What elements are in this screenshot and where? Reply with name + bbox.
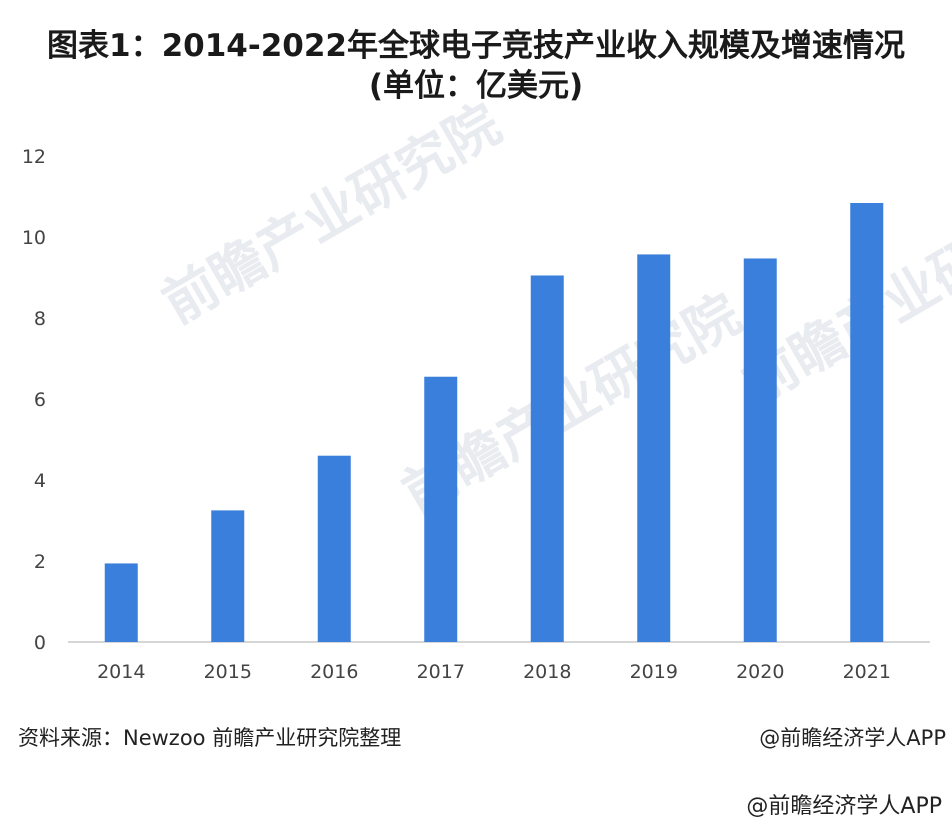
source-note: 资料来源：Newzoo 前瞻产业研究院整理 xyxy=(18,726,402,750)
bar xyxy=(104,563,138,642)
x-tick-label: 2017 xyxy=(417,661,465,683)
chart-unit-subtitle: (单位：亿美元) xyxy=(368,68,584,104)
y-tick-label: 12 xyxy=(22,146,46,168)
x-tick-label: 2021 xyxy=(843,661,891,683)
bar xyxy=(743,258,777,642)
bar xyxy=(530,275,564,642)
bar-chart: 0 2 4 6 8 10 12 2014 2015 2016 2017 2018 2019 2020 202… xyxy=(22,146,930,683)
y-tick-label: 4 xyxy=(34,470,46,492)
bar xyxy=(424,376,458,642)
chart-title: 图表1：2014-2022年全球电子竞技产业收入规模及增速情况 xyxy=(47,28,905,64)
credit-note-bottom: @前瞻经济学人APP xyxy=(746,794,942,819)
x-tick-label: 2016 xyxy=(310,661,358,683)
y-tick-label: 8 xyxy=(34,308,46,330)
x-tick-label: 2015 xyxy=(204,661,252,683)
x-tick-label: 2019 xyxy=(630,661,678,683)
y-tick-label: 10 xyxy=(22,227,46,249)
x-tick-label: 2018 xyxy=(523,661,571,683)
bar xyxy=(850,202,884,642)
x-tick-label: 2014 xyxy=(97,661,145,683)
y-tick-label: 0 xyxy=(34,632,46,654)
bar xyxy=(211,510,245,642)
x-tick-label: 2020 xyxy=(736,661,784,683)
credit-note: @前瞻经济学人APP xyxy=(759,726,946,750)
bar xyxy=(317,455,351,642)
y-tick-label: 6 xyxy=(34,389,46,411)
bar xyxy=(637,254,671,642)
y-tick-label: 2 xyxy=(34,551,46,573)
